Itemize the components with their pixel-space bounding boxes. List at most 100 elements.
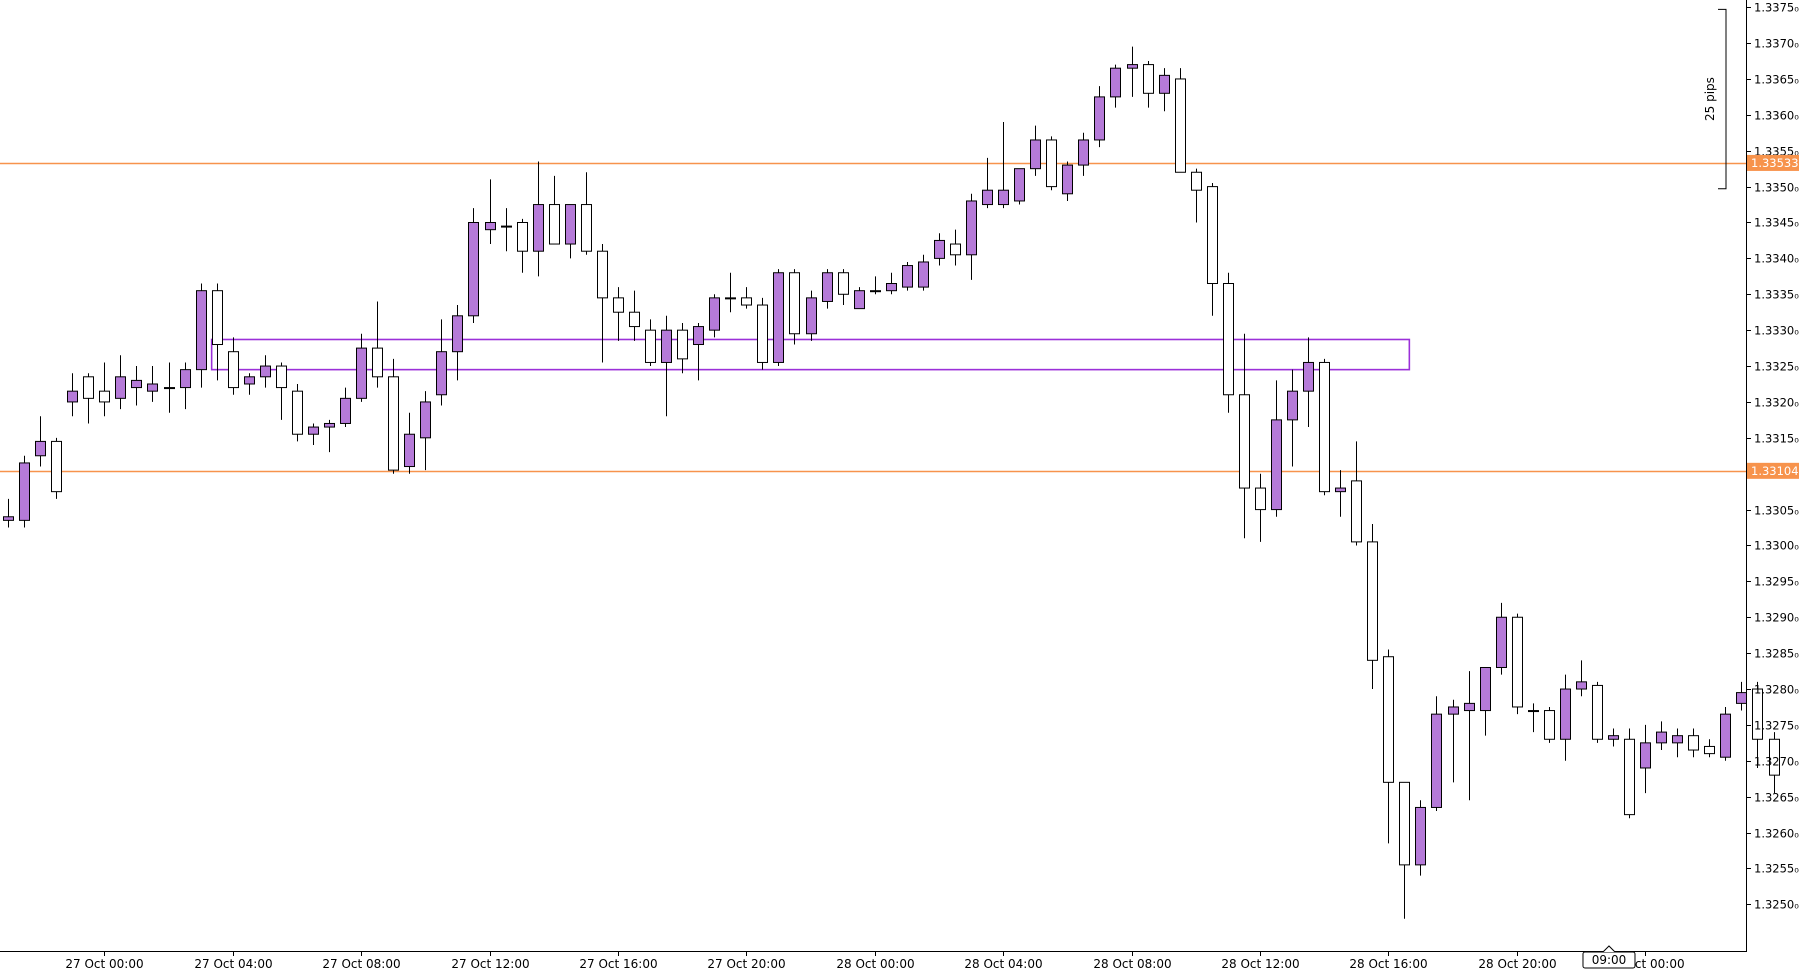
candle-body <box>67 390 78 403</box>
candle-body <box>1448 706 1459 715</box>
candle-body <box>1287 390 1298 421</box>
candle-body <box>1143 64 1154 94</box>
candle-body <box>741 297 752 306</box>
candle <box>982 157 993 209</box>
candle <box>1560 674 1571 761</box>
candle <box>1303 337 1314 428</box>
candle <box>1736 681 1747 711</box>
y-tick-label: 1.3295₀ <box>1754 575 1799 589</box>
candle <box>1464 671 1475 801</box>
candle-body <box>1223 283 1234 396</box>
candle <box>725 272 736 313</box>
candle <box>308 423 319 445</box>
candle-body <box>1640 742 1651 769</box>
candle-body <box>99 390 110 403</box>
x-tick-label: 28 Oct 04:00 <box>964 957 1042 971</box>
candle <box>51 437 62 499</box>
candle <box>1688 728 1699 758</box>
candle <box>886 272 897 295</box>
candle <box>1608 728 1619 747</box>
candle <box>533 161 544 277</box>
candle-body <box>1544 710 1555 740</box>
candle-body <box>549 204 560 245</box>
candle <box>3 498 14 528</box>
candle-body <box>966 200 977 256</box>
candle <box>1110 64 1121 108</box>
candle <box>806 290 817 341</box>
candle <box>164 362 175 413</box>
price-line-label-box <box>1747 154 1799 171</box>
candle <box>1752 681 1763 768</box>
candle <box>1367 523 1378 690</box>
candle <box>485 179 496 245</box>
candle-body <box>1399 781 1410 866</box>
crosshair-time-pointer <box>1602 945 1616 953</box>
candle-body <box>1207 186 1218 285</box>
candle <box>661 315 672 417</box>
candle <box>998 122 1009 209</box>
y-tick-label: 1.3340₀ <box>1754 252 1799 266</box>
candle-body <box>725 297 736 300</box>
candle <box>1448 699 1459 783</box>
candle-body <box>1736 692 1747 704</box>
candle <box>645 319 656 367</box>
candle <box>789 269 800 345</box>
price-line-label: 1.33104 <box>1751 464 1799 478</box>
candle-body <box>1062 164 1073 195</box>
candle-body <box>1496 616 1507 668</box>
candle <box>244 373 255 395</box>
candle <box>1159 68 1170 112</box>
candle <box>1656 721 1667 751</box>
candle-body <box>276 365 287 389</box>
candle-body <box>356 347 367 399</box>
candle-body <box>1480 666 1491 712</box>
y-tick-label: 1.3290₀ <box>1754 611 1799 625</box>
x-tick-label: 27 Oct 04:00 <box>194 957 272 971</box>
candle-body <box>533 204 544 252</box>
candle <box>292 383 303 442</box>
y-tick-label: 1.3320₀ <box>1754 396 1799 410</box>
candle <box>276 362 287 420</box>
candle-body <box>773 272 784 363</box>
candle-body <box>501 225 512 228</box>
candle-body <box>292 390 303 435</box>
candle-body <box>388 376 399 471</box>
candle <box>260 355 271 388</box>
candle <box>83 373 94 424</box>
candle-body <box>1464 702 1475 712</box>
candle <box>1704 739 1715 758</box>
candle-body <box>51 440 62 493</box>
candle-body <box>404 433 415 468</box>
candle-body <box>1704 745 1715 755</box>
candle <box>1078 132 1089 176</box>
candle-body <box>677 329 688 360</box>
candle-body <box>1271 419 1282 511</box>
candle <box>677 322 688 374</box>
candle <box>1143 61 1154 108</box>
y-tick-label: 1.3335₀ <box>1754 288 1799 302</box>
candle <box>773 269 784 367</box>
candle-body <box>372 347 383 378</box>
candle <box>629 290 640 341</box>
candle <box>1640 724 1651 794</box>
candle-body <box>982 189 993 206</box>
candle <box>212 283 223 381</box>
candle-body <box>806 297 817 335</box>
zone-rectangle <box>210 338 1411 371</box>
candle <box>1046 136 1057 191</box>
candle <box>228 337 239 395</box>
candle-body <box>1672 735 1683 744</box>
candle <box>436 319 447 406</box>
candle <box>581 172 592 255</box>
candle <box>131 366 142 406</box>
x-tick-label: 27 Oct 08:00 <box>322 957 400 971</box>
candle-body <box>1175 78 1186 173</box>
candle-body <box>581 204 592 252</box>
candle <box>1592 681 1603 743</box>
y-tick-label: 1.3300₀ <box>1754 539 1799 553</box>
candle-body <box>260 365 271 378</box>
candle <box>693 322 704 381</box>
